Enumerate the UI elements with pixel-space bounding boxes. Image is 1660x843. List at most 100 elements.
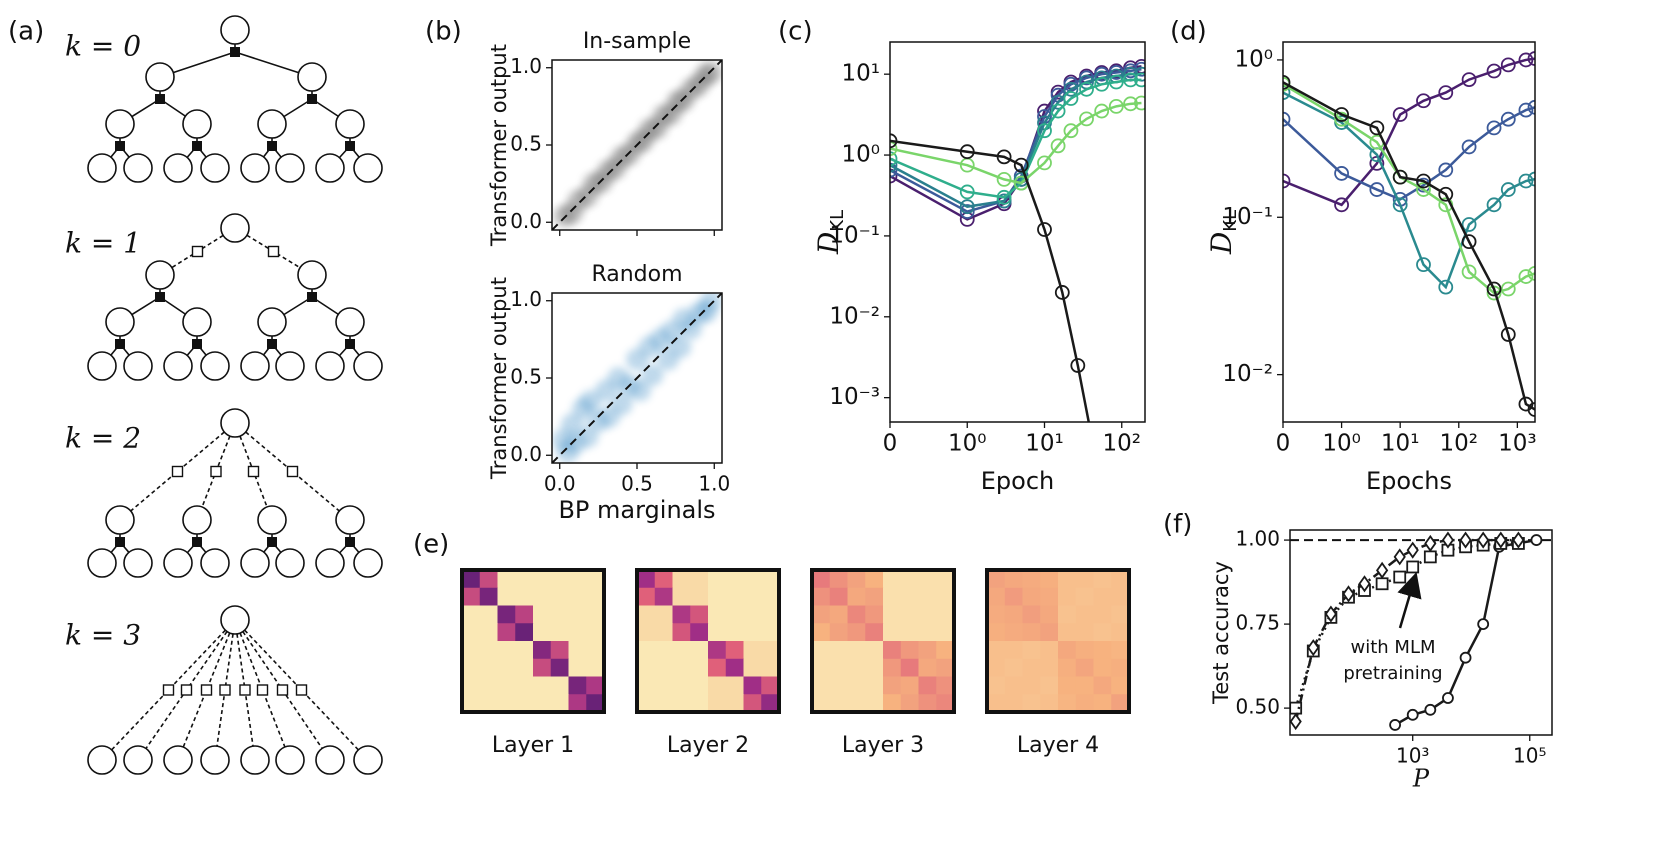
node: [220, 213, 250, 243]
heatmap-frame: [635, 568, 781, 714]
heatmap-cell: [1111, 605, 1130, 624]
node: [145, 260, 175, 290]
heatmap-cell: [497, 605, 516, 624]
heatmap-cell: [936, 658, 955, 677]
heatmap-cell: [708, 641, 727, 660]
tree: [87, 213, 383, 381]
plot-area: [890, 58, 1145, 422]
marker: [1527, 99, 1535, 115]
marker: [1283, 74, 1291, 90]
heatmap-cell: [1004, 623, 1023, 642]
heatmap-cell: [865, 658, 884, 677]
heatmap-cell: [515, 694, 534, 713]
heatmap-cell: [586, 623, 605, 642]
marker: [890, 133, 898, 149]
heatmap-cell: [654, 605, 673, 624]
heatmap-cell: [1004, 641, 1023, 660]
heatmap-cell: [1022, 676, 1041, 695]
heatmap-cell: [918, 658, 937, 677]
heatmap-cell: [708, 658, 727, 677]
marker: [1500, 57, 1516, 73]
heatmap-cell: [479, 641, 498, 660]
heatmap-cell: [847, 641, 866, 660]
marker: [1063, 81, 1079, 97]
marker: [959, 184, 975, 200]
x-tick-label: 10⁰: [1322, 431, 1361, 457]
y-axis-label: DKL: [812, 210, 849, 255]
node: [297, 62, 327, 92]
panel-label: (e): [413, 530, 449, 560]
heatmap-cell: [672, 605, 691, 624]
heatmap-cell: [743, 694, 762, 713]
x-tick-label: 1.0: [698, 472, 730, 496]
heatmap-cell: [725, 658, 744, 677]
heatmap-cell: [883, 587, 902, 606]
heatmap-cell: [497, 570, 516, 589]
node: [353, 745, 383, 775]
y-tick-label: 0.5: [510, 365, 542, 389]
node: [353, 351, 383, 381]
axes-frame: [551, 292, 723, 464]
point: [669, 336, 692, 359]
heatmap-cell: [900, 641, 919, 660]
heatmap-cell: [725, 676, 744, 695]
heatmap-cell: [918, 641, 937, 660]
y-tick-label: 10⁰: [1235, 46, 1274, 72]
factor: [191, 245, 204, 258]
heatmap-cell: [936, 605, 955, 624]
marker: [1037, 155, 1052, 171]
marker: [1416, 173, 1431, 189]
node: [275, 548, 305, 578]
node: [105, 307, 135, 337]
heatmap-cell: [829, 694, 848, 713]
heatmap-cell: [829, 623, 848, 642]
x-tick-label: 10²: [1102, 431, 1141, 457]
node: [182, 505, 212, 535]
heatmap-cell: [568, 694, 587, 713]
node: [123, 745, 153, 775]
heatmap-cell: [1022, 587, 1041, 606]
heatmap-cell: [987, 658, 1006, 677]
heatmap-cell: [812, 587, 831, 606]
heatmap-cell: [743, 605, 762, 624]
heatmap-cell: [497, 694, 516, 713]
factor: [345, 141, 355, 151]
factor: [256, 684, 269, 696]
heatmap-cell: [515, 623, 534, 642]
marker: [1375, 577, 1389, 591]
heatmap-cell: [479, 658, 498, 677]
heatmap-cell: [515, 658, 534, 677]
marker: [1416, 182, 1431, 197]
factor: [267, 245, 280, 258]
heatmap-cell: [1022, 605, 1041, 624]
heatmap-cell: [829, 587, 848, 606]
heatmap-cell: [1058, 676, 1077, 695]
annotation: with MLM: [1351, 637, 1436, 658]
y-tick-label: 0.50: [1235, 695, 1280, 719]
heatmap-cell: [637, 570, 656, 589]
heatmap-cell: [1111, 641, 1130, 660]
y-tick-label: 0.75: [1235, 611, 1280, 635]
point: [561, 413, 584, 436]
factor: [307, 94, 317, 104]
heatmap-cell: [725, 570, 744, 589]
heatmap-cell: [533, 587, 552, 606]
marker: [1108, 98, 1124, 114]
heatmap-cell: [743, 641, 762, 660]
x-axis-label: Epoch: [981, 467, 1055, 495]
heatmap-cell: [883, 694, 902, 713]
marker: [1063, 123, 1079, 139]
marker: [1518, 173, 1534, 189]
heatmap-cell: [918, 587, 937, 606]
marker: [1461, 72, 1477, 87]
heatmap-cell: [672, 587, 691, 606]
marker: [1079, 81, 1094, 97]
marker: [1342, 585, 1355, 603]
marker: [1424, 534, 1437, 552]
heatmap-cell: [672, 694, 691, 713]
y-axis-label-sub: KL: [1220, 210, 1241, 232]
heatmap-cell: [1075, 623, 1094, 642]
heatmap-cell: [672, 641, 691, 660]
heatmap-cell: [847, 694, 866, 713]
marker: [996, 193, 1012, 209]
